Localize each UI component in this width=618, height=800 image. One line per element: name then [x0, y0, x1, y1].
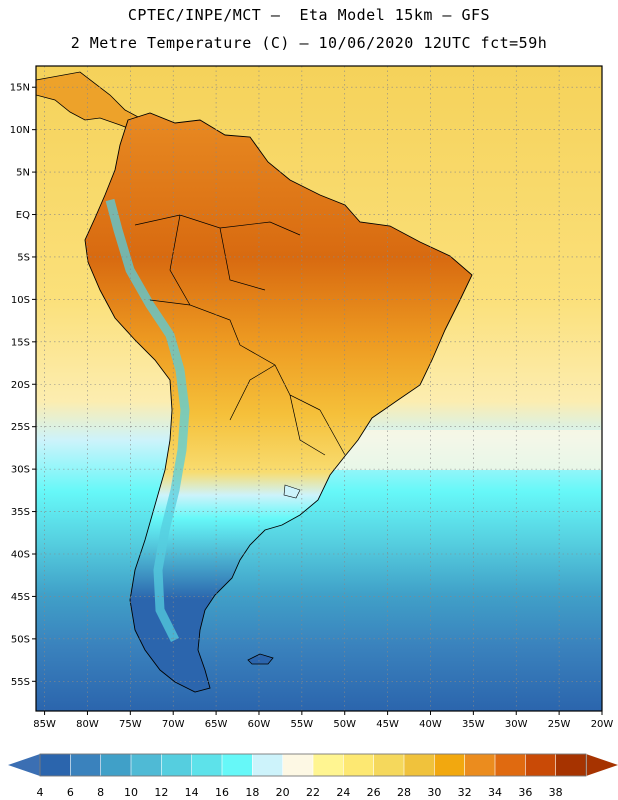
longitude-label: 55W	[291, 719, 314, 730]
colorbar-frame	[39, 753, 587, 777]
temperature-colorbar: 4 6 8 10 12 14 16 18 20 22 24 26 28 30 32 34 36 38	[8, 753, 618, 799]
colorbar-swatch	[221, 753, 254, 777]
latitude-label: 55S	[11, 677, 30, 688]
map-title-line-1: CPTEC/INPE/MCT – Eta Model 15km – GFS	[127, 6, 491, 24]
country-borders	[134, 214, 346, 456]
longitude-label: 60W	[248, 719, 271, 730]
longitude-label: 35W	[462, 719, 485, 730]
latitude-label: 15S	[11, 337, 30, 348]
map-title-line-2: 2 Metre Temperature (C) – 10/06/2020 12U…	[70, 34, 548, 52]
latitude-label: 30S	[11, 465, 30, 476]
colorbar-swatch	[252, 753, 284, 777]
colorbar-tick-label: 18	[245, 786, 259, 799]
colorbar-swatch	[39, 753, 72, 777]
longitude-label: 85W	[33, 719, 56, 730]
longitude-label: 45W	[376, 719, 399, 730]
latitude-label: 25S	[11, 422, 30, 433]
latitude-label: 10N	[10, 125, 30, 136]
longitude-label: 65W	[205, 719, 228, 730]
colorbar-tick-label: 8	[97, 786, 104, 799]
latitude-label: EQ	[16, 210, 30, 221]
falkland-islands	[247, 653, 274, 665]
longitude-label: 70W	[162, 719, 185, 730]
colorbar-tick-label: 32	[458, 786, 472, 799]
latitude-label: 5N	[16, 168, 30, 179]
colorbar-tick-label: 6	[67, 786, 74, 799]
longitude-label: 75W	[119, 719, 142, 730]
colorbar-tick-label: 4	[37, 786, 44, 799]
colorbar-swatch	[161, 753, 193, 777]
colorbar-swatch	[403, 753, 436, 777]
colorbar-swatch	[555, 753, 587, 777]
lagoa-dos-patos	[283, 484, 301, 499]
latitude-label: 50S	[11, 634, 30, 645]
latitude-label: 5S	[17, 252, 30, 263]
latitude-label: 10S	[11, 295, 30, 306]
longitude-labels: 85W 80W 75W 70W 65W 60W 55W 50W 45W 40W 35W 30W 25W 2…	[33, 711, 613, 730]
latitude-label: 20S	[11, 380, 30, 391]
colorbar-tick-label: 26	[367, 786, 381, 799]
colorbar-tick-label: 10	[124, 786, 138, 799]
colorbar-tick-label: 12	[154, 786, 168, 799]
colorbar-tick-label: 30	[427, 786, 441, 799]
colorbar-swatch	[100, 753, 132, 777]
longitude-label: 40W	[419, 719, 442, 730]
map-frame	[35, 65, 603, 712]
latitude-label: 40S	[11, 549, 30, 560]
colorbar-tick-label: 28	[397, 786, 411, 799]
colorbar-tick-label: 22	[306, 786, 320, 799]
warm-atlantic-band	[330, 430, 602, 470]
colorbar-tick-label: 14	[185, 786, 199, 799]
colorbar-swatch	[464, 753, 496, 777]
longitude-label: 30W	[505, 719, 528, 730]
colorbar-swatch	[434, 753, 466, 777]
colorbar-swatch	[191, 753, 223, 777]
colorbar-swatch	[70, 753, 102, 777]
latitude-label: 45S	[11, 592, 30, 603]
latitude-label: 15N	[10, 83, 30, 94]
south-america-landmass	[84, 112, 473, 693]
longitude-label: 50W	[333, 719, 356, 730]
colorbar-tick-label: 38	[549, 786, 563, 799]
colorbar-tick-label: 20	[276, 786, 290, 799]
colorbar-swatch	[525, 753, 557, 777]
colorbar-swatch	[130, 753, 163, 777]
colorbar-swatch	[343, 753, 375, 777]
latitude-label: 35S	[11, 507, 30, 518]
colorbar-tick-label: 36	[518, 786, 532, 799]
colorbar-under-arrow	[8, 754, 40, 776]
colorbar-swatch	[282, 753, 314, 777]
colorbar-swatch	[312, 753, 345, 777]
colorbar-tick-label: 24	[336, 786, 350, 799]
colorbar-swatch	[373, 753, 405, 777]
colorbar-tick-label: 34	[488, 786, 502, 799]
colorbar-over-arrow	[586, 754, 618, 776]
longitude-label: 80W	[76, 719, 99, 730]
colorbar-tick-label: 16	[215, 786, 229, 799]
longitude-label: 25W	[548, 719, 571, 730]
colorbar-swatch	[494, 753, 527, 777]
andes-cold-ridge	[105, 198, 190, 643]
latitude-labels: 15N 10N 5N EQ 5S 10S 15S 20S 25S 30S 35S 40S 45S 50S 5…	[10, 83, 36, 688]
longitude-label: 20W	[591, 719, 614, 730]
